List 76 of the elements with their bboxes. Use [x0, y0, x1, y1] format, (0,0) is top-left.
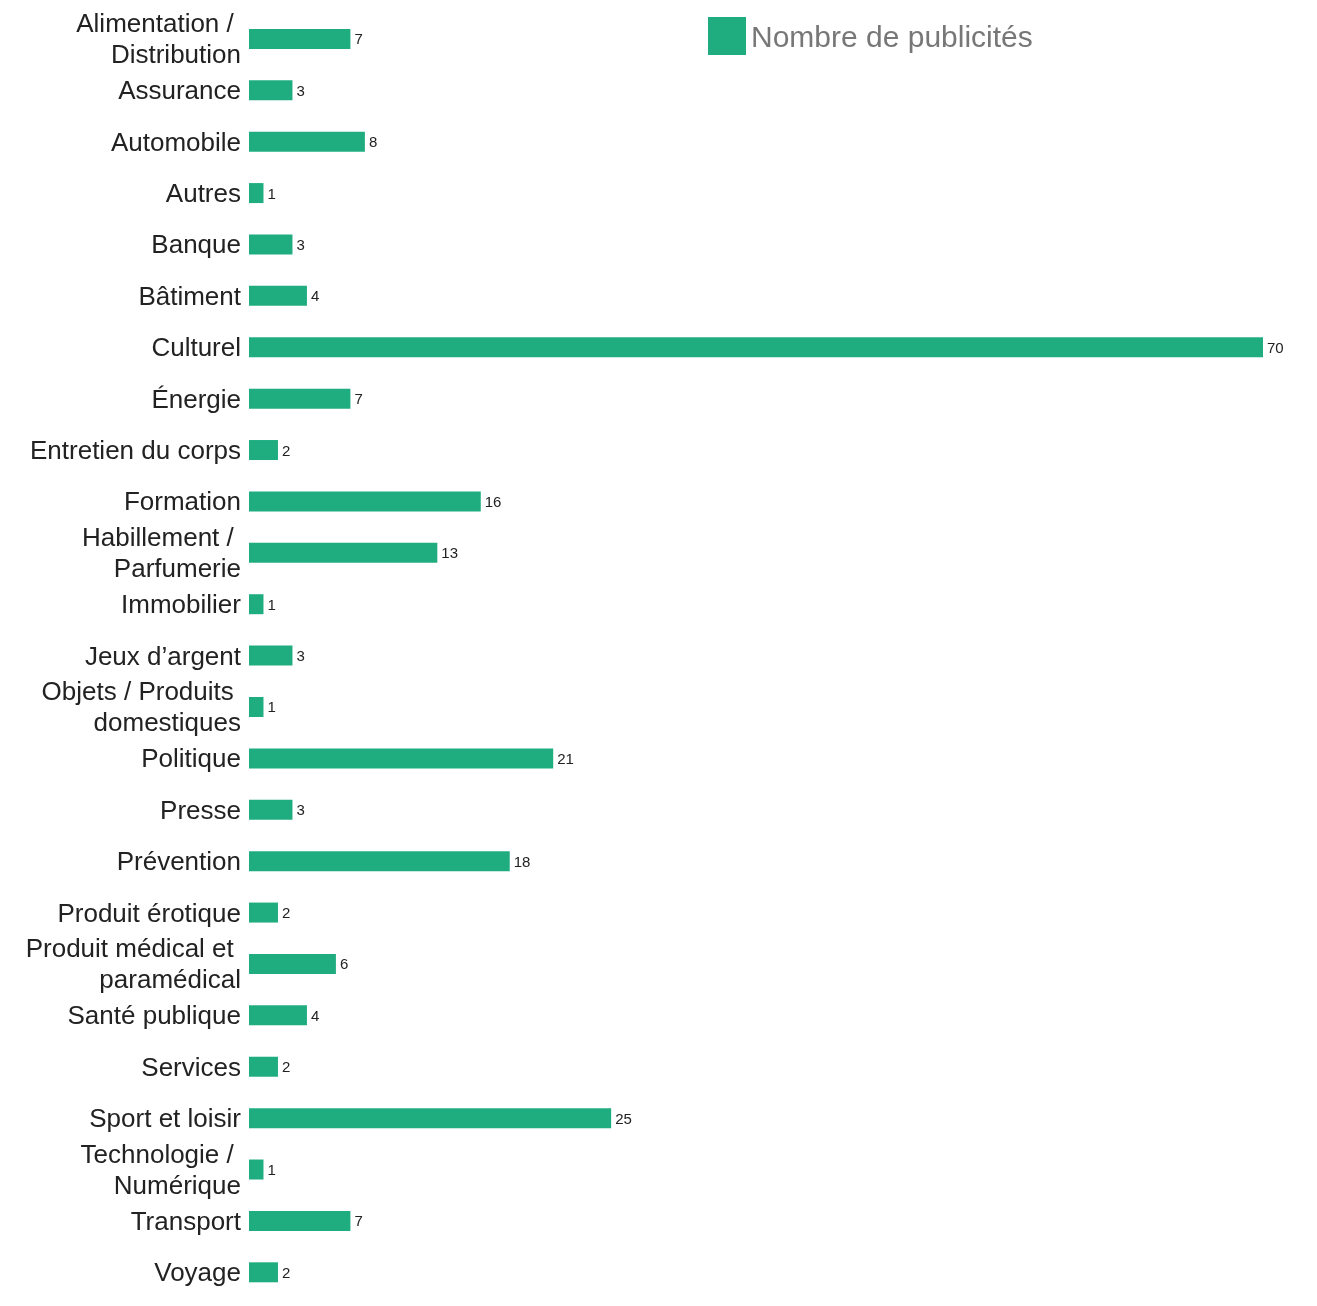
y-tick-label: Services: [141, 1051, 241, 1082]
data-label: 3: [296, 81, 305, 99]
bar: [249, 902, 278, 923]
bar: [249, 183, 264, 204]
data-label: 3: [296, 647, 305, 665]
data-label: 18: [513, 852, 531, 870]
data-label: 2: [281, 904, 291, 922]
data-label: 1: [267, 184, 276, 202]
bar: [249, 542, 438, 563]
bar: [249, 645, 293, 666]
data-label: 7: [354, 30, 363, 48]
y-tick-label: Habillement / Parfumerie: [82, 522, 241, 584]
y-tick-label: Objets / Produits domestiques: [41, 676, 241, 738]
data-label: 16: [484, 492, 502, 510]
y-tick-label: Alimentation / Distribution: [76, 8, 241, 70]
data-label: 1: [267, 1161, 276, 1179]
data-label: 2: [281, 1263, 291, 1281]
y-tick-label: Voyage: [154, 1257, 241, 1288]
bar: [249, 440, 278, 461]
bar: [249, 851, 510, 872]
bar: [249, 1108, 612, 1129]
data-label: 21: [557, 749, 574, 767]
y-tick-label: Formation: [123, 486, 241, 517]
bar: [249, 131, 365, 152]
bar: [249, 696, 264, 717]
data-label: 3: [296, 801, 305, 819]
bar: [249, 1005, 307, 1026]
y-tick-label: Culturel: [151, 332, 241, 363]
bar: [249, 80, 293, 101]
data-label: 4: [310, 1006, 320, 1024]
data-label: 6: [339, 955, 349, 973]
y-tick-label: Immobilier: [121, 589, 242, 620]
y-tick-label: Jeux d’argent: [84, 640, 242, 671]
bar: [249, 234, 293, 255]
y-tick-label: Énergie: [151, 383, 241, 414]
data-label: 1: [267, 698, 276, 716]
bar: [249, 28, 351, 49]
y-tick-label: Presse: [160, 794, 241, 825]
y-tick-label: Transport: [130, 1205, 242, 1236]
data-label: 25: [615, 1109, 632, 1127]
y-tick-label: Sport et loisir: [89, 1103, 242, 1134]
y-tick-label: Santé publique: [67, 1000, 241, 1031]
data-label: 4: [310, 287, 320, 305]
data-label: 2: [281, 1058, 291, 1076]
y-tick-label: Assurance: [118, 75, 241, 106]
data-label: 2: [281, 441, 291, 459]
bar: [249, 1056, 278, 1077]
y-tick-label: Politique: [141, 743, 241, 774]
data-label: 13: [441, 544, 458, 562]
y-tick-label: Entretien du corps: [29, 435, 241, 466]
y-tick-label: Automobile: [110, 126, 241, 157]
y-tick-label: Technologie / Numérique: [80, 1139, 241, 1201]
bar: [249, 1210, 351, 1231]
bar: [249, 1159, 264, 1180]
bar: [249, 388, 351, 409]
bar: [249, 953, 336, 974]
legend-label: Nombre de publicités: [751, 19, 1033, 53]
data-label: 7: [354, 1212, 363, 1230]
bar: [249, 799, 293, 820]
bar: [249, 285, 307, 306]
y-tick-label: Banque: [151, 229, 241, 260]
y-tick-label: Prévention: [116, 846, 241, 877]
data-label: 8: [368, 133, 378, 151]
y-tick-label: Bâtiment: [138, 280, 242, 311]
data-label: 70: [1267, 338, 1284, 356]
y-tick-label: Autres: [165, 178, 241, 209]
data-label: 7: [354, 390, 363, 408]
bar: [249, 1262, 278, 1283]
y-tick-label: Produit érotique: [57, 897, 241, 928]
data-label: 3: [296, 235, 305, 253]
bar: [249, 491, 481, 512]
data-label: 1: [267, 595, 276, 613]
bar: [249, 748, 554, 769]
bar: [249, 337, 1263, 358]
bar: [249, 594, 264, 615]
y-tick-label: Produit médical et paramédical: [25, 933, 241, 995]
